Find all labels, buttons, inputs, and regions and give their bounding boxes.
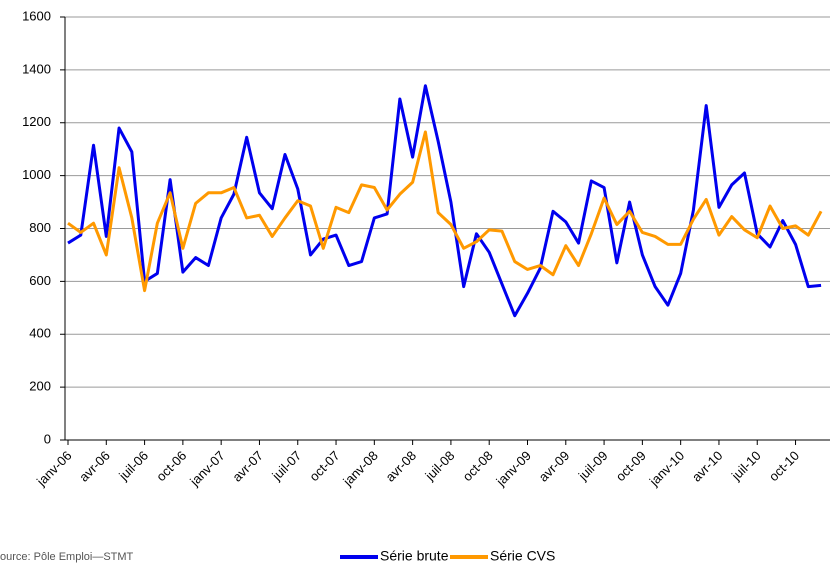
x-tick-label: juil-07	[268, 448, 304, 484]
legend-label: Série CVS	[490, 548, 555, 564]
y-tick-label: 600	[29, 273, 51, 288]
x-tick-label: oct-07	[306, 448, 342, 484]
series-line	[67, 84, 822, 318]
x-tick-label: oct-06	[153, 448, 189, 484]
legend-label: Série brute	[380, 548, 449, 564]
y-tick-label: 1600	[22, 8, 51, 23]
x-tick-label: avr-09	[536, 448, 573, 485]
x-tick-label: avr-10	[689, 448, 726, 485]
source-note: ource: Pôle Emploi—STMT	[0, 551, 134, 563]
y-tick-label: 1000	[22, 167, 51, 182]
x-tick-label: oct-10	[766, 448, 802, 484]
x-tick-label: juil-10	[728, 448, 764, 484]
y-tick-label: 200	[29, 379, 51, 394]
x-tick-label: janv-08	[339, 448, 380, 489]
x-tick-label: janv-10	[646, 448, 687, 489]
y-tick-label: 0	[44, 431, 51, 446]
y-tick-label: 1400	[22, 61, 51, 76]
x-tick-label: juil-06	[115, 448, 151, 484]
y-tick-label: 1200	[22, 114, 51, 129]
x-tick-label: avr-07	[229, 448, 266, 485]
x-tick-label: janv-09	[493, 448, 534, 489]
x-tick-label: janv-06	[33, 448, 74, 489]
x-tick-label: janv-07	[186, 448, 227, 489]
x-tick-label: oct-09	[613, 448, 649, 484]
x-tick-label: oct-08	[460, 448, 496, 484]
x-tick-label: avr-08	[383, 448, 420, 485]
series-line	[67, 130, 823, 293]
x-tick-label: juil-09	[575, 448, 611, 484]
y-tick-label: 800	[29, 220, 51, 235]
y-tick-label: 400	[29, 326, 51, 341]
x-tick-label: juil-08	[422, 448, 458, 484]
x-tick-label: avr-06	[76, 448, 113, 485]
